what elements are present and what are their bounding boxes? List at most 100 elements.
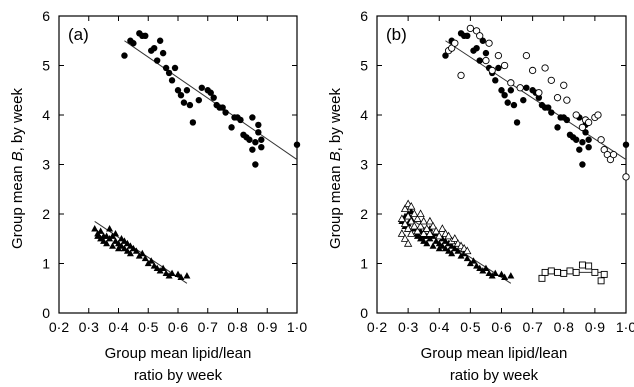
data-point-filled-circle xyxy=(492,77,499,84)
panel-label: (b) xyxy=(386,25,407,44)
data-point-filled-triangle xyxy=(97,227,105,234)
data-point-filled-triangle xyxy=(488,272,496,279)
data-point-filled-triangle xyxy=(448,242,456,249)
x-tick-label: 0·2 xyxy=(49,319,69,335)
data-point-filled-triangle xyxy=(91,225,99,232)
data-point-filled-circle xyxy=(563,116,571,124)
data-point-filled-triangle xyxy=(448,249,456,257)
y-axis-label-tail: , by week xyxy=(327,88,344,152)
regression-line xyxy=(124,40,298,160)
data-point-filled-circle xyxy=(168,77,176,84)
plot-frame xyxy=(58,15,298,314)
data-point-filled-circle xyxy=(579,139,586,146)
data-point-filled-circle xyxy=(585,136,592,143)
y-tick-label: 1 xyxy=(360,256,368,272)
data-point-filled-triangle xyxy=(183,272,191,279)
data-point-filled-circle xyxy=(189,119,197,126)
data-point-open-circle xyxy=(476,32,484,40)
data-point-filled-triangle xyxy=(432,237,440,244)
data-point-filled-triangle xyxy=(507,272,515,279)
data-point-open-triangle xyxy=(397,229,407,237)
data-point-open-square xyxy=(538,274,546,282)
data-point-filled-triangle xyxy=(441,237,449,244)
data-point-open-triangle xyxy=(407,216,416,225)
data-point-filled-triangle xyxy=(491,269,499,276)
x-tick-label: 0·3 xyxy=(398,319,418,335)
data-point-open-triangle xyxy=(407,229,416,237)
data-point-open-circle xyxy=(466,24,475,33)
data-point-filled-triangle xyxy=(454,247,462,254)
data-point-open-triangle xyxy=(400,204,410,213)
series-filled-triangle xyxy=(398,207,515,284)
data-point-open-triangle xyxy=(403,224,413,232)
x-axis-label-line2: ratio by week xyxy=(134,367,223,384)
data-point-filled-circle xyxy=(576,146,583,153)
x-tick-label: 0·2 xyxy=(367,319,387,335)
data-point-open-triangle xyxy=(431,226,441,235)
data-point-open-triangle xyxy=(450,234,459,242)
data-point-open-triangle xyxy=(407,201,416,210)
data-point-open-square xyxy=(585,262,593,270)
data-point-open-circle xyxy=(528,66,537,75)
y-tick-label: 0 xyxy=(42,305,50,321)
data-point-open-square xyxy=(597,277,605,285)
data-point-filled-circle xyxy=(548,109,555,116)
data-point-filled-circle xyxy=(228,124,235,131)
data-point-filled-circle xyxy=(177,92,185,99)
regression-line xyxy=(445,40,627,160)
y-tick-label: 3 xyxy=(360,157,368,173)
data-point-filled-circle xyxy=(495,64,502,72)
data-point-filled-triangle xyxy=(126,249,134,257)
data-point-filled-circle xyxy=(498,87,505,94)
data-point-open-triangle xyxy=(400,234,410,242)
data-point-filled-circle xyxy=(142,32,149,39)
y-axis-label-italic: B xyxy=(9,151,26,161)
y-axis-label: Group mean B, by week xyxy=(327,88,344,249)
data-point-filled-circle xyxy=(473,44,480,52)
data-point-filled-triangle xyxy=(473,262,481,269)
data-point-open-circle xyxy=(578,123,587,132)
data-point-filled-circle xyxy=(510,101,518,109)
data-point-filled-circle xyxy=(554,124,561,131)
data-point-filled-circle xyxy=(151,44,158,52)
data-point-filled-circle xyxy=(258,136,265,143)
data-point-filled-circle xyxy=(237,116,244,124)
data-point-filled-circle xyxy=(442,52,449,59)
x-tick-label: 0·3 xyxy=(79,319,99,335)
data-point-filled-circle xyxy=(174,87,182,94)
data-point-filled-circle xyxy=(153,57,161,64)
panel-b: 0·2 0·3 0·4 0·5 0·6 0·7 0·8 0·9 1·0 0 1 2 3 4 5 6 (b) Gro… xyxy=(327,8,634,384)
data-point-open-circle xyxy=(622,173,630,181)
y-tick-label: 4 xyxy=(42,107,50,123)
data-point-open-square xyxy=(572,268,580,276)
data-point-filled-circle xyxy=(195,96,203,104)
data-point-open-triangle xyxy=(403,239,413,247)
data-point-open-triangle xyxy=(419,229,428,237)
data-point-filled-triangle xyxy=(476,264,484,272)
data-point-open-circle xyxy=(488,66,496,75)
data-point-filled-triangle xyxy=(413,232,421,239)
data-point-filled-triangle xyxy=(417,234,425,242)
data-point-open-square xyxy=(591,268,599,276)
data-point-filled-triangle xyxy=(138,249,146,257)
data-point-open-circle xyxy=(457,71,465,80)
data-point-open-circle xyxy=(522,51,531,60)
y-tick-label: 2 xyxy=(42,206,50,222)
series-filled-circle xyxy=(442,30,630,168)
data-point-filled-triangle xyxy=(438,242,446,249)
data-point-filled-circle xyxy=(622,141,630,148)
data-point-filled-circle xyxy=(171,64,179,72)
data-point-open-triangle xyxy=(403,211,413,220)
data-point-filled-circle xyxy=(162,64,170,72)
data-point-filled-circle xyxy=(198,84,205,91)
data-point-open-triangle xyxy=(428,221,438,230)
series-open-square xyxy=(538,261,608,285)
data-point-open-circle xyxy=(494,51,503,60)
data-point-open-square xyxy=(560,269,568,277)
data-point-filled-circle xyxy=(207,89,214,96)
data-point-filled-triangle xyxy=(177,273,185,280)
data-point-open-triangle xyxy=(425,229,435,237)
data-point-filled-triangle xyxy=(168,269,176,276)
data-point-filled-circle xyxy=(130,40,137,47)
series-open-triangle xyxy=(397,199,472,255)
